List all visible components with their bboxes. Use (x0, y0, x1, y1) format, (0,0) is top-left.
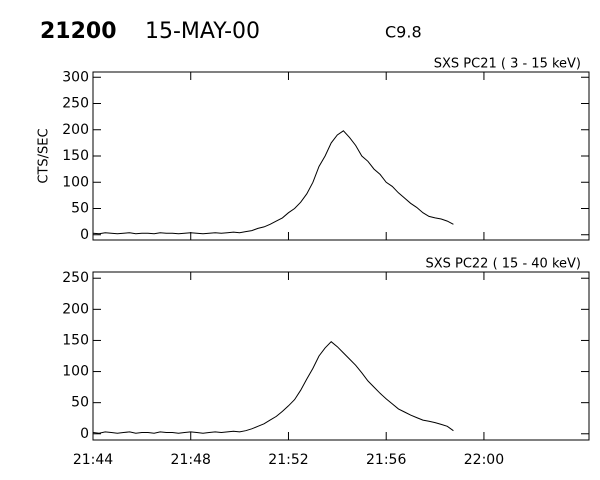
x-tick-label: 21:48 (171, 452, 211, 468)
y-tick-label: 150 (62, 148, 89, 164)
y-axis-label: CTS/SEC (37, 128, 52, 183)
x-tick-label: 21:52 (268, 452, 308, 468)
y-tick-label: 250 (62, 270, 89, 286)
y-tick-label: 0 (80, 227, 89, 243)
panel-title: SXS PC21 ( 3 - 15 keV) (434, 57, 581, 72)
data-line (92, 341, 454, 434)
event-date: 15-MAY-00 (145, 19, 260, 44)
y-tick-label: 50 (71, 395, 89, 411)
x-tick-label: 22:00 (464, 452, 504, 468)
y-tick-label: 100 (62, 174, 89, 190)
y-tick-label: 200 (62, 122, 89, 138)
y-tick-label: 250 (62, 96, 89, 112)
y-tick-label: 200 (62, 301, 89, 317)
y-tick-label: 0 (80, 426, 89, 442)
y-tick-label: 150 (62, 332, 89, 348)
y-tick-label: 50 (71, 201, 89, 217)
data-line (92, 130, 454, 235)
plot-frame (92, 71, 590, 241)
panel-title: SXS PC22 ( 15 - 40 keV) (425, 257, 581, 272)
plot-frame (92, 271, 590, 441)
x-tick-label: 21:56 (366, 452, 406, 468)
y-tick-label: 100 (62, 364, 89, 380)
event-id: 21200 (40, 19, 117, 44)
x-tick-label: 21:44 (73, 452, 113, 468)
y-tick-label: 300 (62, 69, 89, 85)
flare-class: C9.8 (385, 23, 422, 42)
